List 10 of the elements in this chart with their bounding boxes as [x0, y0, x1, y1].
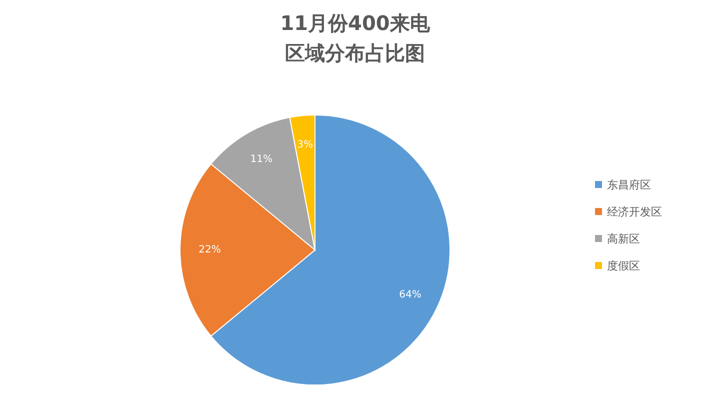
data-label: 22% [198, 244, 221, 256]
legend-label: 度假区 [607, 260, 640, 272]
data-label: 64% [399, 289, 422, 300]
legend-label: 经济开发区 [607, 206, 662, 218]
chart-title: 11月份400来电 [280, 11, 431, 35]
legend-label: 东昌府区 [607, 178, 651, 192]
data-label: 3% [297, 140, 314, 151]
data-label: 11% [250, 154, 273, 165]
chart-subtitle: 区域分布占比图 [285, 41, 425, 65]
legend-label: 高新区 [607, 232, 640, 246]
